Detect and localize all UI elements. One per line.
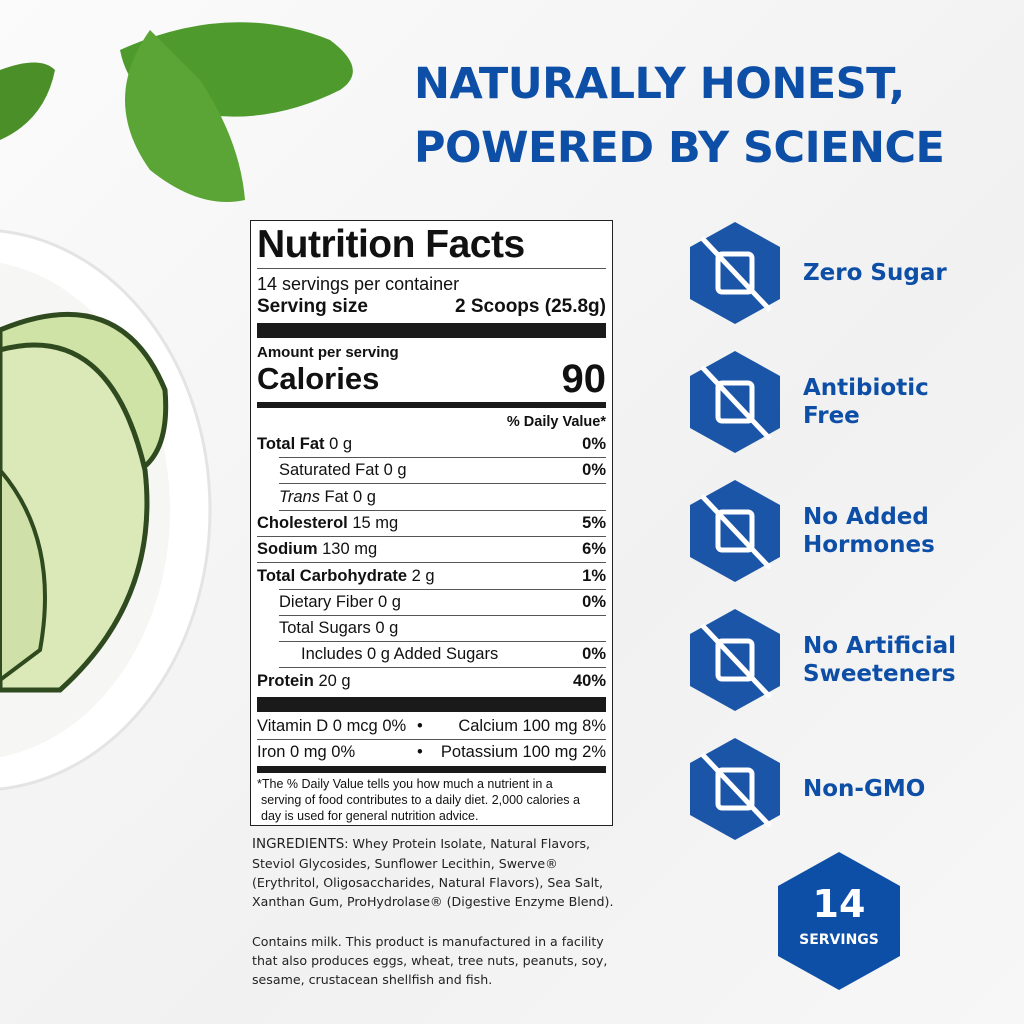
nutrient-amount: Fat 0 g bbox=[324, 487, 376, 506]
vitamin-left: Iron 0 mg 0% bbox=[257, 743, 356, 761]
nutrient-row: Total Carbohydrate 2 g 1% bbox=[257, 566, 606, 586]
headline-line: POWERED BY SCIENCE bbox=[414, 123, 945, 173]
nutrient-name: Cholesterol bbox=[257, 513, 348, 532]
feature-item: Non-GMO bbox=[690, 738, 1020, 840]
nutrient-amount: 0 g bbox=[329, 435, 353, 453]
bullet: • bbox=[417, 743, 423, 761]
nutrient-daily-value: 5% bbox=[582, 513, 606, 532]
nutrient-row: Total Sugars 0 g bbox=[257, 618, 606, 638]
feature-label-line: Antibiotic bbox=[803, 375, 929, 401]
nutrient-row: Sodium 130 mg 6% bbox=[257, 539, 606, 559]
feature-label-line: No Added bbox=[803, 504, 929, 530]
nutrition-facts-label: Nutrition Facts 14 servings per containe… bbox=[250, 220, 613, 826]
nutrient-daily-value: 0% bbox=[582, 461, 606, 480]
amount-per-serving: Amount per serving bbox=[257, 344, 399, 361]
nutrient-row: Cholesterol 15 mg 5% bbox=[257, 513, 606, 533]
servings-badge: 14 SERVINGS bbox=[778, 852, 900, 990]
serving-size-label: Serving size bbox=[257, 296, 368, 317]
calories-value: 90 bbox=[561, 357, 607, 401]
feature-label-line: Zero Sugar bbox=[803, 260, 947, 286]
hexagon-icon bbox=[778, 852, 900, 990]
ingredients-label: INGREDIENTS bbox=[252, 836, 345, 852]
nutrient-amount: 0 g bbox=[375, 619, 399, 638]
nutrient-name: Includes 0 g Added Sugars bbox=[301, 645, 499, 664]
nutrient-daily-value: 0% bbox=[582, 645, 606, 664]
calories-row: Calories 90 bbox=[257, 359, 606, 399]
headline-line: NATURALLY HONEST, bbox=[414, 59, 905, 109]
syringe-crossed-icon bbox=[690, 480, 780, 582]
capsule-crossed-icon bbox=[690, 351, 780, 453]
serving-size: Serving size 2 Scoops (25.8g) bbox=[257, 297, 606, 317]
nutrient-amount: 0 g bbox=[378, 592, 401, 611]
nutrient-name: Trans bbox=[279, 487, 320, 506]
feature-item: No Artificial Sweeteners bbox=[690, 609, 1020, 711]
ingredients: INGREDIENTS: Whey Protein Isolate, Natur… bbox=[252, 834, 622, 911]
nutrient-name: Sodium bbox=[257, 540, 318, 559]
nutrient-name: Dietary Fiber bbox=[279, 592, 374, 611]
sweetener-packet-crossed-icon bbox=[690, 609, 780, 711]
servings-per-container: 14 servings per container bbox=[257, 274, 460, 294]
nutrient-name: Total Sugars bbox=[279, 619, 371, 638]
feature-label-line: No Artificial bbox=[803, 633, 957, 659]
badge-number: 14 bbox=[812, 882, 866, 926]
feature-item: Antibiotic Free bbox=[690, 351, 1020, 453]
footnote: *The % Daily Value tells you how much a … bbox=[257, 777, 580, 823]
nutrient-daily-value: 6% bbox=[582, 540, 606, 559]
serving-size-value: 2 Scoops (25.8g) bbox=[455, 296, 606, 317]
nutrient-daily-value: 0% bbox=[582, 435, 606, 453]
bullet: • bbox=[417, 717, 423, 735]
vitamin-row: Vitamin D 0 mcg 0% • Calcium 100 mg 8% bbox=[257, 716, 606, 736]
nutrient-daily-value: 0% bbox=[582, 592, 606, 611]
vitamin-right: Calcium 100 mg 8% bbox=[458, 717, 606, 735]
feature-label-line: Hormones bbox=[803, 532, 935, 558]
feature-item: No Added Hormones bbox=[690, 480, 1020, 582]
calories-label: Calories bbox=[257, 361, 380, 396]
nutrient-name: Total Fat bbox=[257, 435, 325, 453]
nutrient-row: Protein 20 g 40% bbox=[257, 671, 606, 691]
daily-value-header: % Daily Value* bbox=[506, 414, 606, 430]
nutrition-title: Nutrition Facts bbox=[257, 223, 525, 266]
nutrient-daily-value: 1% bbox=[582, 566, 606, 585]
nutrient-name: Saturated Fat bbox=[279, 461, 379, 480]
nutrient-amount: 2 g bbox=[411, 566, 435, 585]
nutrient-amount: 130 mg bbox=[322, 540, 378, 559]
allergen-statement: Contains milk. This product is manufactu… bbox=[252, 934, 608, 987]
ingredients-text: : Whey Protein Isolate, Natural Flavors,… bbox=[252, 836, 614, 909]
vitamin-row: Iron 0 mg 0% • Potassium 100 mg 2% bbox=[257, 742, 606, 762]
nutrient-row: Dietary Fiber 0 g 0% bbox=[257, 592, 606, 612]
vitamin-left: Vitamin D 0 mcg 0% bbox=[257, 717, 407, 735]
feature-label-line: Free bbox=[803, 403, 860, 429]
basil-and-cucumber-image bbox=[0, 22, 353, 791]
feature-label-line: Non-GMO bbox=[803, 776, 926, 802]
sugar-cubes-crossed-icon bbox=[690, 222, 780, 324]
nutrient-name: Total Carbohydrate bbox=[257, 566, 408, 585]
nutrient-row: Total Fat 0 g 0% bbox=[257, 434, 606, 454]
dna-crossed-icon bbox=[690, 738, 780, 840]
feature-item: Zero Sugar bbox=[690, 222, 1020, 324]
headline: NATURALLY HONEST, POWERED BY SCIENCE bbox=[414, 52, 945, 180]
badge-label: SERVINGS bbox=[799, 932, 879, 948]
vitamin-right: Potassium 100 mg 2% bbox=[440, 743, 606, 761]
nutrient-row: Trans Fat 0 g bbox=[257, 487, 606, 507]
nutrient-name: Protein bbox=[257, 671, 314, 690]
nutrient-daily-value: 40% bbox=[572, 671, 606, 690]
nutrient-row: Saturated Fat 0 g 0% bbox=[257, 460, 606, 480]
nutrient-row: Includes 0 g Added Sugars 0% bbox=[257, 644, 606, 664]
feature-label-line: Sweeteners bbox=[803, 661, 956, 687]
nutrient-amount: 15 mg bbox=[352, 513, 399, 532]
nutrient-amount: 0 g bbox=[383, 461, 407, 480]
nutrient-amount: 20 g bbox=[318, 671, 351, 690]
